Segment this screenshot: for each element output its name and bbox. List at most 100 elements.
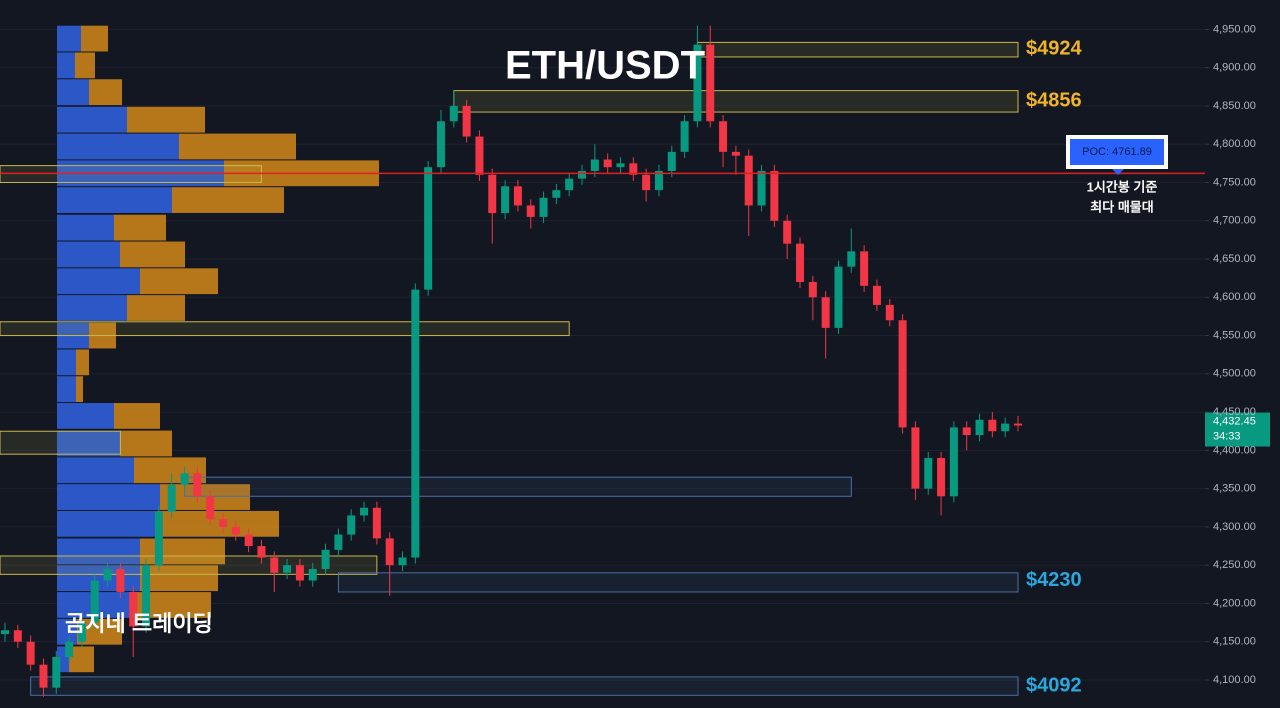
candle-body xyxy=(103,569,112,581)
candle-body xyxy=(501,186,510,214)
candle-body xyxy=(1,630,9,635)
y-tick-label: 4,750.00 xyxy=(1213,176,1256,188)
candle-body xyxy=(90,580,99,623)
y-tick-label: 4,200.00 xyxy=(1213,597,1256,609)
candle-body xyxy=(283,565,292,573)
price-label: $4092 xyxy=(1026,674,1082,696)
zone xyxy=(184,476,852,497)
watermark: 곰지네 트레이딩 xyxy=(65,611,213,636)
candle-body xyxy=(436,121,445,168)
volume-buy xyxy=(57,133,179,160)
zone xyxy=(0,430,121,455)
candle-body xyxy=(77,622,86,642)
zone xyxy=(0,555,378,575)
y-tick-label: 4,950.00 xyxy=(1213,23,1256,35)
candle-body xyxy=(347,515,356,535)
candle-body xyxy=(52,657,61,688)
volume-sell xyxy=(140,565,218,592)
candle-body xyxy=(847,251,856,267)
y-tick-label: 4,150.00 xyxy=(1213,636,1256,648)
candle-body xyxy=(552,190,561,198)
poc-note: 최다 매물대 xyxy=(1090,199,1153,214)
candle-body xyxy=(424,167,433,290)
candle-body xyxy=(180,473,189,485)
candle-body xyxy=(924,458,933,489)
volume-sell xyxy=(76,349,89,376)
candle-body xyxy=(167,484,176,512)
volume-buy xyxy=(57,187,172,213)
y-tick-label: 4,800.00 xyxy=(1213,138,1256,150)
y-tick-label: 4,450.00 xyxy=(1213,406,1256,418)
volume-buy xyxy=(57,295,127,321)
volume-sell xyxy=(75,52,95,79)
volume-sell xyxy=(114,214,166,241)
volume-sell xyxy=(140,268,218,295)
candle-body xyxy=(731,151,740,156)
y-tick-label: 4,900.00 xyxy=(1213,62,1256,74)
candle-body xyxy=(783,220,792,244)
volume-buy xyxy=(57,376,76,403)
volume-buy xyxy=(57,457,134,484)
candle-body xyxy=(526,205,535,217)
volume-buy xyxy=(57,214,114,241)
candle-body xyxy=(231,526,240,535)
candle-body xyxy=(616,163,625,168)
current-price: 4,432.45 xyxy=(1213,415,1256,427)
poc-box xyxy=(1070,139,1164,165)
price-label: $4230 xyxy=(1026,569,1082,591)
volume-buy xyxy=(57,510,157,537)
candle-body xyxy=(475,136,484,175)
price-label: $4856 xyxy=(1026,90,1082,112)
candle-body xyxy=(218,519,227,527)
y-tick-label: 4,350.00 xyxy=(1213,483,1256,495)
volume-buy xyxy=(57,430,120,457)
volume-buy xyxy=(57,403,114,429)
candle-body xyxy=(398,557,407,566)
volume-sell xyxy=(120,241,185,268)
candle-body xyxy=(154,511,163,566)
y-tick-label: 4,400.00 xyxy=(1213,444,1256,456)
volume-sell xyxy=(172,187,284,213)
candle-body xyxy=(603,159,612,168)
y-tick-label: 4,300.00 xyxy=(1213,521,1256,533)
candles xyxy=(1,25,1022,697)
y-tick-label: 4,100.00 xyxy=(1213,674,1256,686)
candle-body xyxy=(462,105,471,137)
y-tick-label: 4,650.00 xyxy=(1213,253,1256,265)
candle-body xyxy=(680,121,689,152)
volume-buy xyxy=(57,618,77,645)
candle-body xyxy=(642,174,651,191)
candle-body xyxy=(744,155,753,206)
candle-body xyxy=(565,178,574,191)
zone xyxy=(30,676,1019,696)
volume-sell xyxy=(76,376,83,403)
candle-body xyxy=(334,534,343,550)
candle-body xyxy=(270,557,279,573)
volume-sell xyxy=(81,25,108,52)
volume-buy xyxy=(57,106,127,133)
candle-body xyxy=(872,285,881,305)
volume-buy xyxy=(57,268,140,295)
current-price-tag xyxy=(1205,412,1270,447)
candle-body xyxy=(411,289,420,558)
y-tick-label: 4,850.00 xyxy=(1213,100,1256,112)
zone xyxy=(0,321,570,337)
candle-body xyxy=(885,304,894,321)
candle-body xyxy=(975,419,984,436)
volume-sell xyxy=(127,106,205,133)
candle-body xyxy=(295,565,304,581)
y-tick-label: 4,550.00 xyxy=(1213,329,1256,341)
y-tick-label: 4,250.00 xyxy=(1213,559,1256,571)
volume-buy xyxy=(57,25,81,52)
poc-note: 1시간봉 기준 xyxy=(1087,179,1158,194)
candle-body xyxy=(129,591,138,627)
candle-body xyxy=(860,251,869,286)
volume-buy xyxy=(57,79,89,106)
candle-body xyxy=(385,538,394,566)
volume-sell xyxy=(120,430,172,457)
candle-body xyxy=(578,170,587,179)
candle-body xyxy=(321,549,330,570)
candle-body xyxy=(244,534,253,547)
candle-body xyxy=(142,565,151,627)
